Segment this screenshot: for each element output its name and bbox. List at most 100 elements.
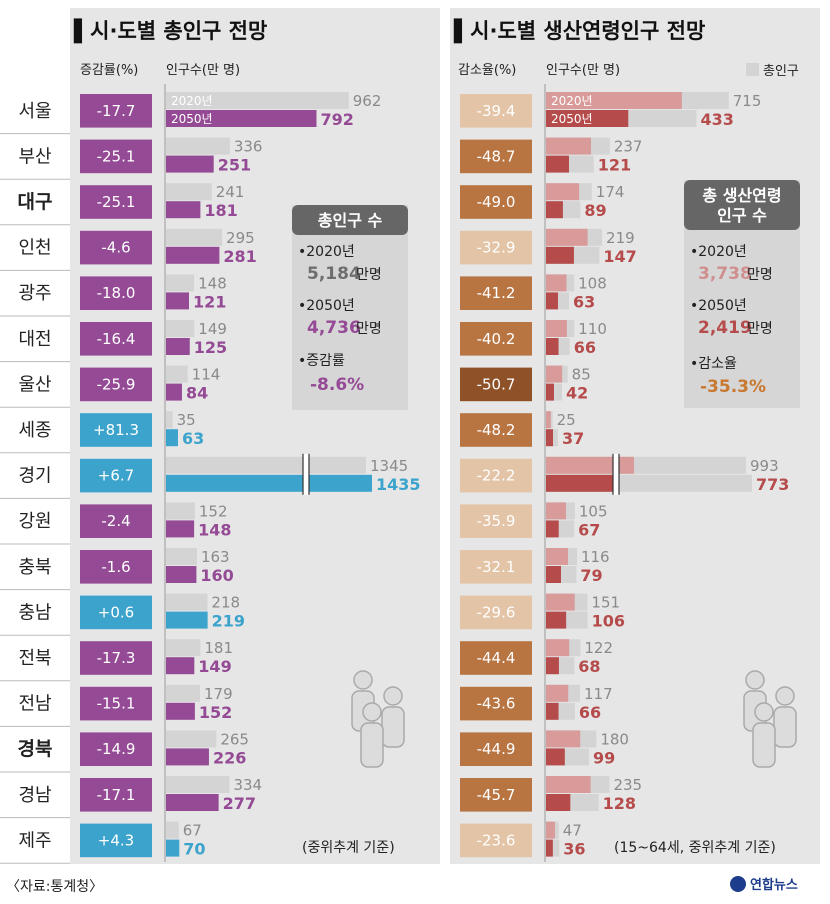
left-value-2020: 962 xyxy=(353,92,382,110)
right-rate-label: -32.1 xyxy=(477,558,516,576)
left-rate-label: -14.9 xyxy=(97,740,136,758)
right-bar-2050 xyxy=(546,474,614,492)
left-value-2050: 121 xyxy=(193,292,226,311)
left-value-2050: 226 xyxy=(213,748,246,767)
right-bar-2020 xyxy=(546,365,563,383)
left-rate-box xyxy=(80,641,152,675)
left-rate-box xyxy=(80,732,152,766)
left-bar-2020 xyxy=(166,730,217,748)
region-label: 제주 xyxy=(18,830,51,851)
left-bar-2020 xyxy=(166,228,223,246)
right-value-2050: 42 xyxy=(566,384,588,403)
right-summary-unit-1: 만명 xyxy=(747,321,773,337)
region-label: 대구 xyxy=(18,191,53,213)
right-summary-title-line-1: 인구 수 xyxy=(717,206,767,225)
region-label: 전북 xyxy=(18,648,51,669)
left-value-2050: 63 xyxy=(182,429,204,448)
left-bar-2020 xyxy=(166,776,230,793)
right-summary-value-2: -35.3% xyxy=(700,377,766,397)
right-rate-label: -40.2 xyxy=(477,330,516,348)
right-note: (15~64세, 중위추계 기준) xyxy=(614,840,776,856)
left-rate-label: -25.1 xyxy=(97,193,136,211)
left-value-2050: 281 xyxy=(223,247,256,266)
right-value-2050: 68 xyxy=(578,657,600,676)
people-illustration-right xyxy=(743,670,797,768)
left-rate-box xyxy=(80,595,152,630)
right-bar-2020 xyxy=(546,776,591,793)
right-rate-box xyxy=(460,139,532,174)
right-bar-2050 xyxy=(546,429,554,447)
left-value-2020: 334 xyxy=(233,776,262,794)
region-label: 광주 xyxy=(18,283,51,304)
legend-label-total: 총인구 xyxy=(763,64,799,79)
right-bar-2020 xyxy=(546,456,634,474)
region-label: 세종 xyxy=(18,420,51,441)
left-rate-label: -16.4 xyxy=(97,330,136,348)
left-bar-2050 xyxy=(166,520,195,538)
right-rate-label: -49.0 xyxy=(477,193,516,211)
left-rate-box xyxy=(80,322,152,356)
right-rate-box xyxy=(460,504,532,538)
right-bar-2050 xyxy=(546,338,559,355)
right-rate-label: -44.9 xyxy=(477,740,516,758)
left-value-2020: 295 xyxy=(226,229,255,247)
left-bar-2050 xyxy=(166,794,219,811)
right-bar-2050 xyxy=(546,794,571,811)
left-rate-box xyxy=(80,413,152,447)
right-bar-2050 xyxy=(546,520,559,538)
left-bar-2050 xyxy=(166,429,178,447)
left-rate-box xyxy=(80,230,152,265)
region-column-bg xyxy=(0,88,70,864)
left-value-2020: 181 xyxy=(204,639,233,657)
left-value-2020: 336 xyxy=(234,138,263,156)
right-value-2050: 79 xyxy=(580,566,602,585)
left-value-2020: 1345 xyxy=(370,457,408,475)
left-bar-2020 xyxy=(166,684,201,702)
left-value-2050: 277 xyxy=(223,794,256,813)
left-rate-box xyxy=(80,94,152,128)
right-summary-value-0: 3,738 xyxy=(698,264,752,284)
left-value-2020: 265 xyxy=(220,730,249,748)
left-value-2050: 792 xyxy=(320,110,353,129)
right-value-2050: 433 xyxy=(700,110,733,129)
right-bar-2020 xyxy=(546,548,569,565)
right-rate-box xyxy=(460,595,532,630)
right-bar-2050 xyxy=(546,383,554,401)
right-bar-2050 xyxy=(546,611,567,629)
right-bar-2020 xyxy=(546,92,682,109)
left-value-2050: 70 xyxy=(183,840,205,859)
right-bar-2020 xyxy=(546,411,551,429)
region-label: 경북 xyxy=(18,738,53,760)
right-rate-box xyxy=(460,94,532,128)
left-rate-label: +0.6 xyxy=(98,603,134,621)
region-label: 경기 xyxy=(18,466,51,487)
right-rate-label: -50.7 xyxy=(477,375,516,393)
region-label: 서울 xyxy=(18,101,51,122)
left-inline-label-2020: 2020년 xyxy=(171,94,213,108)
left-summary-unit-1: 만명 xyxy=(356,321,382,337)
left-bar-2050 xyxy=(166,292,189,310)
left-value-2050: 1435 xyxy=(376,475,421,494)
left-value-2050: 152 xyxy=(199,703,232,722)
left-value-2020: 218 xyxy=(211,594,240,612)
brand-logo-icon xyxy=(730,876,746,892)
left-bar-2020 xyxy=(166,411,173,429)
left-value-2050: 251 xyxy=(218,156,251,175)
left-summary-value-0: 5,184 xyxy=(307,264,361,284)
left-rate-label: -4.6 xyxy=(101,239,130,257)
left-rate-box xyxy=(80,276,152,310)
right-value-2050: 36 xyxy=(563,840,585,859)
left-value-2050: 219 xyxy=(212,612,245,631)
region-label: 인천 xyxy=(18,238,51,259)
right-rate-box xyxy=(460,823,532,858)
right-summary-title-line-0: 총 생산연령 xyxy=(702,186,781,205)
left-bar-2050 xyxy=(166,566,197,583)
left-bar-2050 xyxy=(166,702,195,720)
right-rate-label: -29.6 xyxy=(477,603,516,621)
left-rate-header: 증감률(%) xyxy=(80,63,138,78)
right-value-2020: 180 xyxy=(600,730,629,748)
left-rate-label: -15.1 xyxy=(97,695,136,713)
left-value-2020: 241 xyxy=(216,183,245,201)
right-bar-2050 xyxy=(546,657,559,675)
left-bar-2020 xyxy=(166,821,179,839)
